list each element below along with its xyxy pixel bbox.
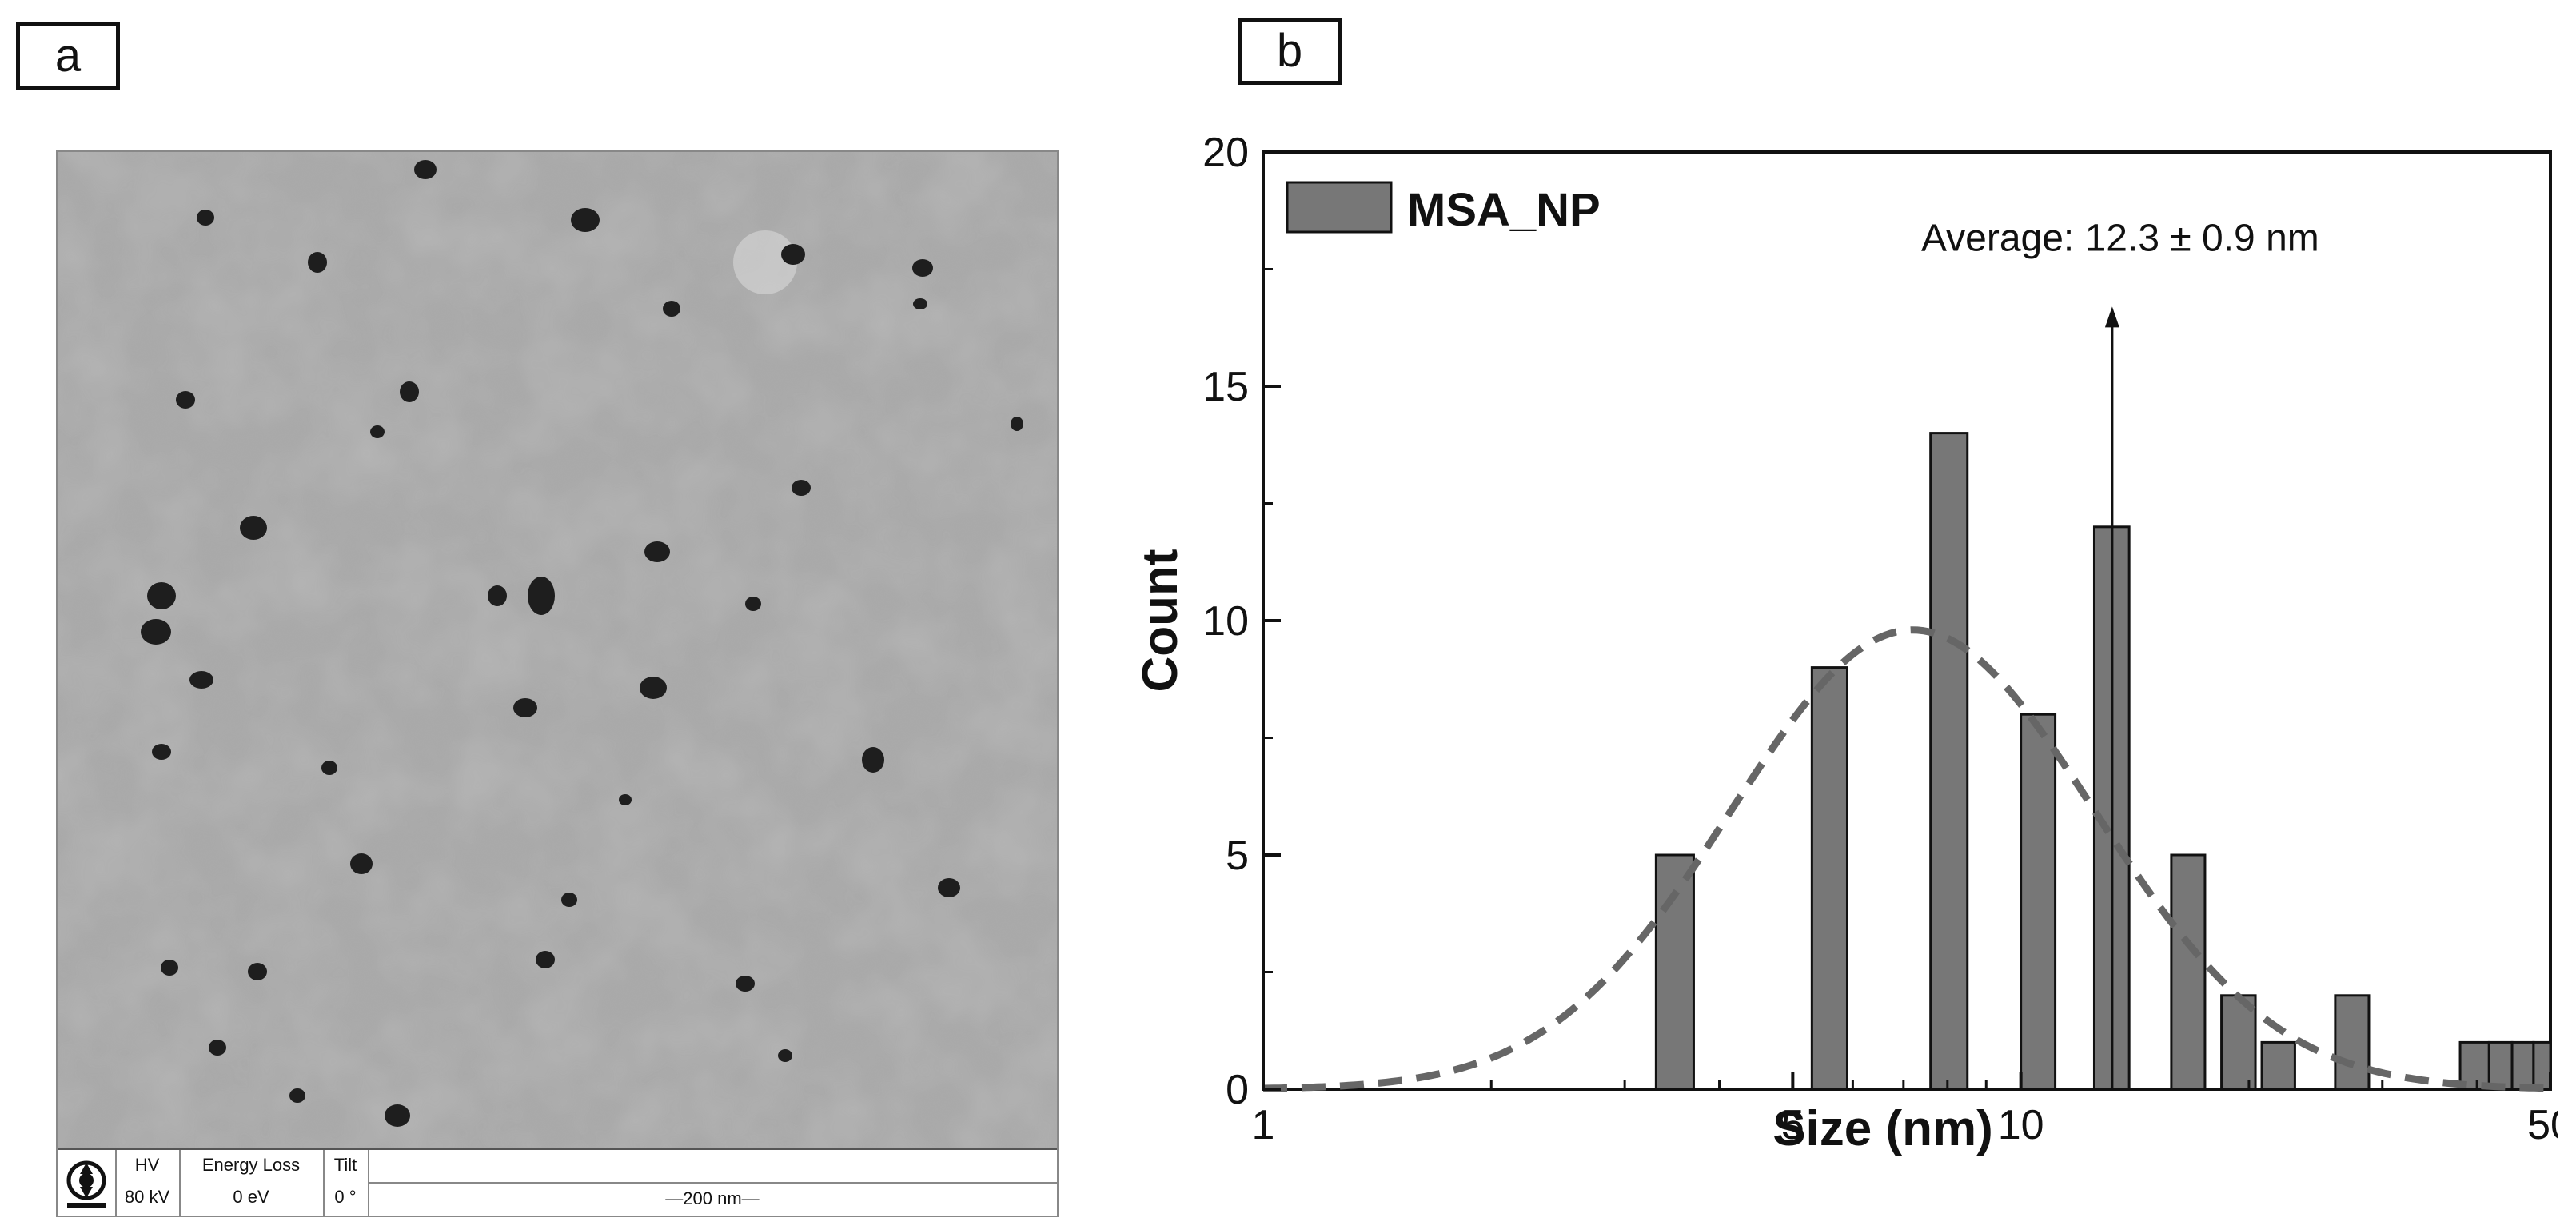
microscope-logo-icon	[66, 1160, 106, 1208]
fit-curve	[1262, 626, 2551, 1092]
y-tick-label: 0	[1226, 1067, 1249, 1113]
panel-label-b: b	[1238, 18, 1342, 85]
nanoparticle	[1011, 417, 1023, 431]
nanoparticle	[862, 747, 884, 773]
average-annotation: Average: 12.3 ± 0.9 nm	[1921, 217, 2319, 259]
nanoparticle	[644, 541, 670, 562]
nanoparticle	[161, 960, 178, 976]
nanoparticle	[571, 208, 600, 232]
nanoparticle	[528, 577, 555, 615]
x-tick-label: 50	[2527, 1102, 2558, 1148]
x-tick-label: 10	[1998, 1102, 2044, 1148]
nanoparticle	[513, 698, 537, 717]
nanoparticle	[321, 761, 337, 775]
histogram-bar	[2260, 1040, 2296, 1091]
hv-value: 80 kV	[124, 1187, 170, 1207]
nanoparticle	[240, 516, 267, 540]
nanoparticle	[640, 677, 667, 699]
tilt-value: 0 °	[334, 1187, 357, 1207]
y-tick-label: 20	[1202, 130, 1249, 176]
tilt-label: Tilt	[333, 1155, 357, 1175]
nanoparticle	[663, 301, 680, 317]
y-tick-label: 5	[1226, 833, 1249, 879]
nanoparticle	[350, 853, 373, 874]
nanoparticle	[414, 160, 437, 179]
nanoparticle	[792, 480, 811, 496]
y-axis-title: Count	[1133, 549, 1188, 692]
scale-bar-label: —200 nm—	[665, 1188, 760, 1208]
bright-halo	[733, 230, 797, 294]
nanoparticle	[778, 1049, 792, 1062]
histogram-bar	[2487, 1040, 2514, 1091]
nanoparticle	[938, 878, 960, 897]
nanoparticle	[536, 951, 555, 968]
histogram-bar	[1810, 666, 1848, 1091]
x-axis-title: Size (nm)	[1772, 1101, 1993, 1156]
nanoparticle	[745, 597, 761, 611]
tem-micrograph	[58, 152, 1057, 1148]
nanoparticle	[308, 252, 327, 273]
nanoparticle	[248, 963, 267, 980]
nanoparticle	[736, 976, 755, 992]
y-tick-label: 15	[1202, 364, 1249, 410]
x-tick-label: 5	[1781, 1102, 1804, 1148]
nanoparticle	[561, 893, 577, 907]
nanoparticle	[147, 582, 176, 609]
nanoparticle	[176, 391, 195, 409]
nanoparticle	[912, 259, 933, 277]
histogram-bar	[2334, 994, 2371, 1091]
tem-info-bar: HV 80 kV Energy Loss 0 eV Tilt 0 ° —200 …	[58, 1148, 1057, 1216]
nanoparticle	[400, 381, 419, 402]
histogram-bar	[2532, 1040, 2552, 1091]
hv-label: HV	[134, 1155, 160, 1175]
nanoparticle	[370, 425, 385, 438]
histogram-bar	[2510, 1040, 2535, 1091]
nanoparticle	[141, 619, 171, 645]
nanoparticles	[141, 160, 1023, 1127]
x-tick-label: 1	[1252, 1102, 1275, 1148]
nanoparticle	[289, 1088, 305, 1103]
panel-label-a: a	[16, 22, 120, 90]
histogram-bar	[2020, 713, 2057, 1091]
nanoparticle	[197, 210, 214, 226]
nanoparticle	[385, 1104, 410, 1127]
nanoparticle	[619, 794, 632, 805]
nanoparticle	[488, 585, 507, 606]
plot-frame	[1262, 150, 2552, 1091]
energy-loss-label: Energy Loss	[201, 1155, 301, 1175]
energy-loss-value: 0 eV	[233, 1187, 269, 1207]
nanoparticle	[913, 298, 927, 309]
size-distribution-chart: 05101520151050Size (nm)CountMSA_NPAverag…	[1133, 130, 2558, 1156]
nanoparticle	[209, 1040, 226, 1056]
nanoparticle	[152, 744, 171, 760]
average-arrow-head	[2104, 306, 2119, 328]
histogram-bar	[2170, 853, 2207, 1091]
legend-label: MSA_NP	[1407, 184, 1601, 236]
nanoparticle	[189, 671, 213, 689]
tem-micrograph-panel: HV 80 kV Energy Loss 0 eV Tilt 0 ° —200 …	[56, 150, 1059, 1217]
y-tick-label: 10	[1202, 598, 1249, 645]
nanoparticle	[781, 244, 805, 265]
histogram-bar	[1929, 432, 1969, 1091]
legend-swatch	[1286, 181, 1393, 234]
